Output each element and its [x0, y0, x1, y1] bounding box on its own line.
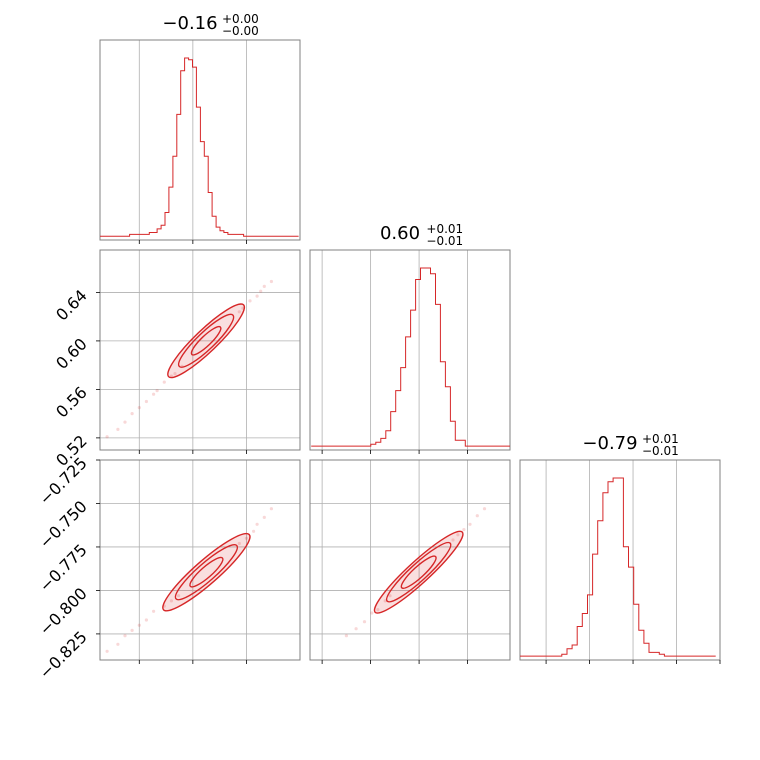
pair-p0-p2-point-10: [237, 541, 241, 546]
pair-p0-p2-marks: [105, 507, 273, 653]
pair-p1-p2-contour-0: [400, 555, 437, 589]
hist-p1-step: [311, 267, 510, 447]
pair-p0-p1-frame: [99, 249, 301, 451]
title-minus-p2: −0.01: [642, 444, 679, 458]
pair-p1-p2-point-6: [388, 594, 392, 598]
pair-p1-p2-point-7: [451, 538, 455, 542]
title-minus-p1: −0.01: [426, 234, 463, 248]
pair-p1-p2-point-3: [370, 611, 374, 615]
pair-p0-p2-point-12: [252, 529, 256, 533]
pair-p0-p1-point-18: [269, 279, 273, 284]
pair-p0-p2-point-11: [244, 536, 248, 540]
hist-p0-frame: [99, 39, 301, 241]
pair-p0-p2-point-13: [255, 522, 259, 526]
pair-p0-p1-point-16: [259, 289, 263, 293]
pair-p0-p1-point-6: [152, 392, 156, 396]
pair-p1-p2-point-9: [462, 528, 466, 532]
pair-p0-p1-contour-0: [190, 325, 222, 356]
pair-p0-p1-point-7: [155, 389, 159, 393]
title-median-p1: 0.60: [380, 223, 420, 244]
pair-p0-p1-point-12: [237, 310, 241, 314]
pair-p1-p2-contour-1: [385, 541, 452, 603]
pair-p0-p1-marks: [105, 279, 273, 439]
ytick-label-p1-1: 0.56: [52, 383, 91, 422]
pair-p1-p2-point-1: [354, 627, 358, 631]
pair-p0-p1-point-15: [255, 294, 259, 298]
title-median-p0: −0.16: [162, 13, 217, 34]
pair-p1-p2-point-10: [468, 522, 472, 526]
title-p0: −0.16: [162, 13, 217, 34]
pair-p0-p1-contour-1: [177, 313, 235, 368]
title-plus-p0: +0.00: [222, 12, 259, 26]
pair-p0-p2-point-5: [144, 618, 148, 622]
pair-p1-p2-point-4: [376, 608, 380, 612]
title-median-p2: −0.79: [582, 433, 637, 454]
pair-p0-p1-point-1: [116, 427, 120, 431]
ytick-label-p2-2: −0.775: [36, 540, 91, 595]
pair-p0-p1-point-17: [262, 284, 266, 288]
title-plus-p1: +0.01: [426, 222, 463, 236]
ytick-label-p2-1: −0.800: [36, 584, 91, 639]
hist-p1-frame: [309, 249, 511, 451]
pair-p1-p2-frame: [309, 459, 511, 661]
pair-p0-p2-contour-0: [189, 556, 224, 588]
pair-p0-p1-contour-2: [167, 303, 246, 379]
pair-p0-p2-point-2: [123, 634, 127, 638]
pair-p0-p1-point-9: [169, 374, 173, 378]
pair-p0-p2-point-0: [105, 649, 109, 653]
hist-p2-step: [520, 477, 716, 657]
pair-p0-p1-point-8: [162, 380, 166, 384]
pair-p0-p2-contour-1: [174, 544, 239, 601]
pair-p0-p2-point-14: [262, 515, 266, 520]
pair-p0-p2-point-1: [116, 642, 120, 646]
pair-p1-p2-marks: [344, 507, 487, 638]
ytick-label-p2-0: −0.825: [36, 627, 91, 682]
pair-p0-p1-point-3: [130, 412, 134, 416]
pair-p0-p2-fill: [162, 533, 250, 611]
pair-p1-p2-point-2: [362, 620, 367, 624]
pair-p1-p2-point-8: [456, 533, 460, 537]
ytick-label-p1-2: 0.60: [52, 334, 91, 373]
pair-p0-p2-contour-2: [162, 532, 251, 612]
ytick-label-p2-3: −0.750: [36, 497, 91, 552]
title-minus-p0: −0.00: [222, 24, 259, 38]
pair-p0-p1-point-4: [137, 406, 141, 410]
title-p2: −0.79: [582, 433, 637, 454]
pair-p0-p1-point-2: [123, 420, 127, 424]
pair-p0-p1-point-5: [144, 399, 148, 404]
pair-p1-p2-contour-2: [373, 530, 464, 614]
pair-p1-p2-fill: [374, 531, 463, 614]
pair-p0-p2-point-9: [177, 594, 181, 598]
pair-p0-p1-point-10: [173, 372, 177, 376]
pair-p0-p1-point-0: [105, 435, 109, 439]
pair-p1-p2-point-11: [475, 514, 479, 518]
title-plus-p2: +0.01: [642, 432, 679, 446]
pair-p0-p2-frame: [99, 459, 301, 661]
pair-p1-p2-point-0: [344, 634, 348, 638]
title-p1: 0.60: [380, 223, 420, 244]
pair-p1-p2-point-12: [482, 507, 487, 511]
hist-p2-frame: [519, 459, 721, 661]
pair-p0-p1-fill: [167, 304, 245, 378]
ytick-label-p1-3: 0.64: [52, 286, 91, 325]
pair-p0-p2-point-6: [152, 609, 156, 613]
pair-p0-p2-point-4: [137, 623, 141, 627]
pair-p0-p2-point-15: [269, 507, 273, 511]
hist-p0-step: [100, 57, 299, 237]
pair-p0-p1-point-14: [248, 299, 252, 303]
pair-p0-p2-point-3: [130, 628, 134, 633]
pair-p0-p2-point-8: [169, 599, 173, 603]
